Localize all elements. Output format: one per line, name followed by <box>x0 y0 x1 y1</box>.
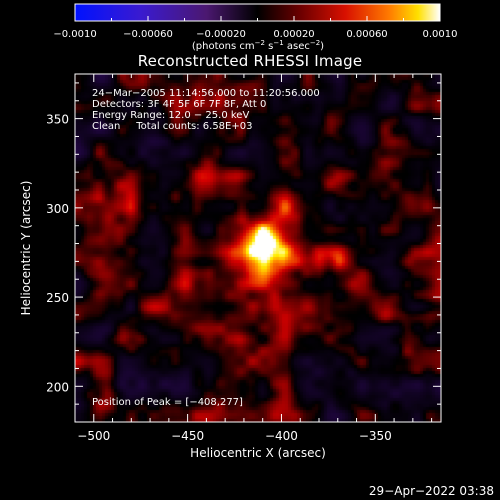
info-detectors: Detectors: 3F 4F 5F 6F 7F 8F, Att 0 <box>92 99 267 110</box>
info-time-range: 24−Mar−2005 11:14:56.000 to 11:20:56.000 <box>92 88 320 99</box>
colorbar-tick-label: −0.00060 <box>123 29 173 40</box>
x-tick-label: −350 <box>359 429 392 443</box>
footer-timestamp: 29−Apr−2022 03:38 <box>368 484 494 498</box>
colorbar-graphic: −0.0010 −0.00060 −0.00020 0.00020 0.00060 0.0… <box>53 3 458 52</box>
x-tick-label: −450 <box>171 429 204 443</box>
heatmap-canvas <box>75 74 441 422</box>
peak-position-label: Position of Peak = [−408,277] <box>92 397 243 408</box>
colorbar-tick-label: 0.0010 <box>423 29 458 40</box>
colorbar-tick-label: 0.00060 <box>346 29 387 40</box>
info-energy-range: Energy Range: 12.0 − 25.0 keV <box>92 110 250 121</box>
y-tick-label: 350 <box>46 113 69 127</box>
x-axis-label: Heliocentric X (arcsec) <box>190 446 326 460</box>
colorbar-tick-label: 0.00020 <box>273 29 314 40</box>
plot-title: Reconstructed RHESSI Image <box>137 52 363 70</box>
y-tick-label: 300 <box>46 202 69 216</box>
colorbar-tick-label: −0.00020 <box>196 29 246 40</box>
plot-frame <box>74 73 442 423</box>
heatmap-image: 24−Mar−2005 11:14:56.000 to 11:20:56.000… <box>75 74 441 422</box>
x-tick-label: −400 <box>265 429 298 443</box>
y-axis-label: Heliocentric Y (arcsec) <box>19 181 33 316</box>
y-tick-label: 200 <box>46 380 69 394</box>
colorbar-units: (photons cm−2 s−1 asec−2) <box>192 39 324 52</box>
colorbar: −0.0010 −0.00060 −0.00020 0.00020 0.00060 0.0… <box>0 0 500 60</box>
y-tick-label: 250 <box>46 291 69 305</box>
info-clean-counts: Clean Total counts: 6.58E+03 <box>92 121 253 132</box>
colorbar-tick-label: −0.0010 <box>53 29 96 40</box>
x-tick-label: −500 <box>77 429 110 443</box>
